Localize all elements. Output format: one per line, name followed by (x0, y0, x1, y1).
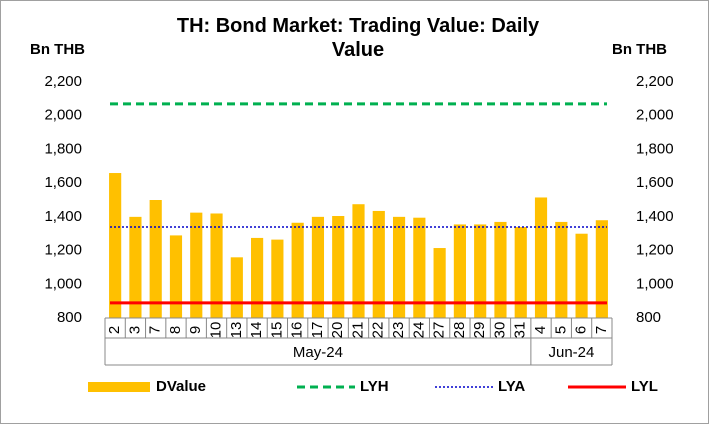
bar (494, 221, 507, 318)
bar (169, 235, 183, 318)
x-tick-label: 23 (390, 322, 407, 339)
group-label: May-24 (293, 344, 343, 361)
bar (413, 217, 426, 318)
y2-tick-label: 2,200 (636, 73, 674, 90)
bar (311, 216, 325, 318)
x-tick-label: 29 (471, 322, 488, 339)
bar (433, 248, 446, 318)
x-tick-label: 8 (167, 326, 184, 334)
y-tick-label: 1,800 (44, 140, 82, 157)
y-tick-label: 2,000 (44, 107, 82, 124)
x-tick-label: 16 (289, 322, 306, 339)
y2-tick-label: 1,800 (636, 140, 674, 157)
legend-swatch (88, 382, 150, 392)
x-tick-label: 30 (491, 322, 508, 339)
x-tick-label: 5 (552, 326, 569, 334)
bar (453, 224, 466, 318)
y2-axis-label: Bn THB (612, 41, 667, 58)
y-tick-label: 800 (57, 309, 82, 326)
bar (474, 224, 487, 318)
bar (555, 221, 568, 318)
bar (514, 226, 527, 318)
bar (251, 237, 264, 318)
y-tick-label: 2,200 (44, 73, 82, 90)
y2-tick-label: 1,000 (636, 275, 674, 292)
x-tick-label: 24 (410, 322, 427, 339)
legend-label: DValue (156, 378, 206, 395)
bar (392, 216, 406, 318)
bar (332, 216, 345, 318)
y2-tick-label: 1,200 (636, 242, 674, 259)
x-tick-label: 7 (593, 326, 610, 334)
group-label: Jun-24 (549, 344, 595, 361)
x-tick-label: 22 (370, 322, 387, 339)
y2-tick-label: 1,400 (636, 208, 674, 225)
bar (595, 220, 608, 318)
x-tick-label: 10 (208, 322, 225, 339)
bar (271, 239, 284, 318)
bar (129, 216, 142, 318)
bar (534, 197, 548, 318)
x-tick-label: 31 (512, 322, 529, 339)
y2-tick-label: 2,000 (636, 107, 674, 124)
y-tick-label: 1,200 (44, 242, 82, 259)
y-tick-label: 1,600 (44, 174, 82, 191)
y-axis-label: Bn THB (30, 41, 85, 58)
legend-label: LYA (498, 378, 525, 395)
x-tick-label: 14 (248, 322, 265, 339)
legend-label: LYL (631, 378, 658, 395)
bar (291, 222, 304, 318)
x-tick-label: 27 (431, 322, 448, 339)
x-tick-label: 20 (329, 322, 346, 339)
x-tick-label: 28 (451, 322, 468, 339)
bar (230, 257, 243, 318)
x-tick-label: 17 (309, 322, 326, 339)
x-tick-label: 9 (187, 326, 204, 334)
bar (190, 212, 203, 318)
bar (352, 204, 365, 318)
bar (149, 200, 162, 318)
chart-title: TH: Bond Market: Trading Value: Daily Va… (176, 15, 540, 61)
bar (210, 213, 223, 318)
x-tick-label: 15 (268, 322, 285, 339)
x-tick-label: 21 (349, 322, 366, 339)
x-tick-label: 4 (532, 326, 549, 334)
y2-tick-label: 1,600 (636, 174, 674, 191)
legend-label: LYH (360, 378, 389, 395)
bar (575, 233, 588, 318)
x-tick-label: 2 (106, 326, 123, 334)
y-tick-label: 1,400 (44, 208, 82, 225)
bar (372, 210, 385, 318)
x-tick-label: 3 (126, 326, 143, 334)
x-tick-label: 7 (147, 326, 164, 334)
y2-tick-label: 800 (636, 309, 661, 326)
x-tick-label: 6 (573, 326, 590, 334)
bar (109, 173, 122, 318)
x-tick-label: 13 (228, 322, 245, 339)
y-tick-label: 1,000 (44, 275, 82, 292)
